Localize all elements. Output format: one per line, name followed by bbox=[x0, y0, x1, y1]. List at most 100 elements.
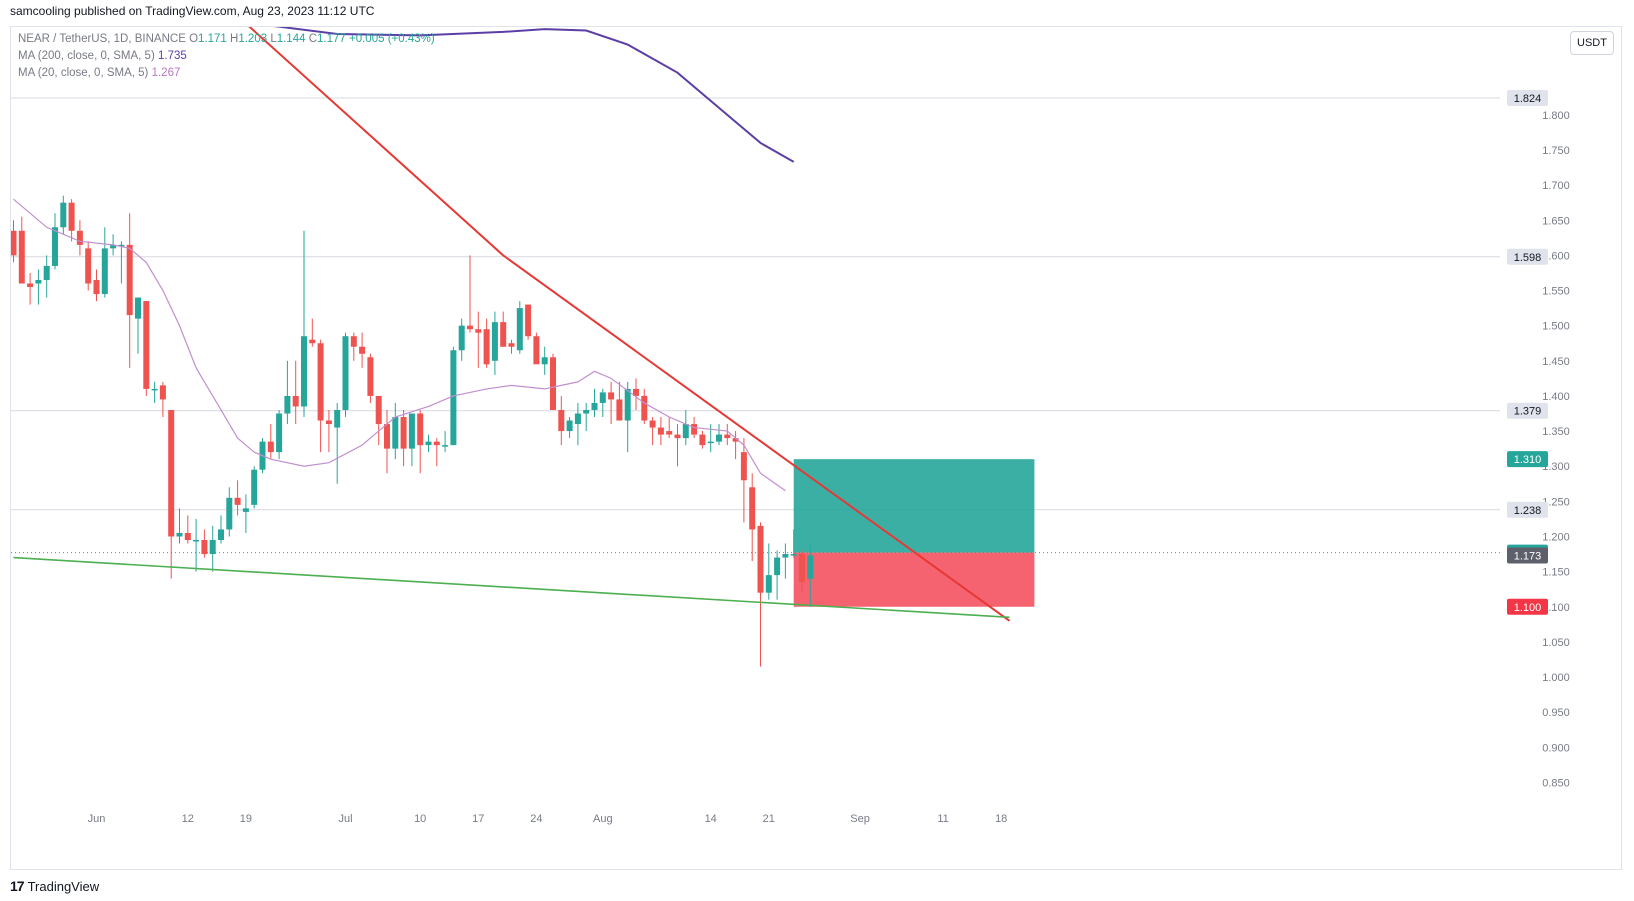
candle-body bbox=[525, 304, 532, 337]
candle-body bbox=[234, 497, 241, 505]
candle-body bbox=[93, 279, 100, 295]
y-tick-label: 1.000 bbox=[1542, 672, 1570, 684]
price-label-text: 1.173 bbox=[1514, 550, 1542, 562]
candle-body bbox=[450, 350, 457, 446]
ma20-legend[interactable]: MA (20, close, 0, SMA, 5) 1.267 bbox=[18, 67, 180, 79]
candle-body bbox=[467, 325, 473, 330]
candle-body bbox=[384, 424, 390, 449]
candle-body bbox=[35, 279, 42, 284]
candle-body bbox=[350, 336, 357, 347]
candle-body bbox=[325, 420, 332, 425]
candle-body bbox=[674, 434, 681, 439]
candle-body bbox=[483, 329, 490, 365]
y-tick-label: 1.100 bbox=[1542, 602, 1570, 614]
candle-body bbox=[27, 283, 34, 288]
price-label-text: 1.824 bbox=[1514, 93, 1542, 105]
candle-body bbox=[608, 392, 615, 400]
y-tick-label: 1.150 bbox=[1542, 567, 1570, 579]
price-label-text: 1.310 bbox=[1514, 454, 1542, 466]
candle-body bbox=[757, 525, 764, 593]
ma20-value: 1.267 bbox=[151, 67, 181, 79]
candle-body bbox=[209, 539, 216, 555]
price-label-box bbox=[1507, 89, 1548, 106]
candle-body bbox=[583, 409, 590, 414]
candle-body bbox=[425, 441, 432, 446]
y-tick-label: 1.600 bbox=[1542, 250, 1570, 262]
candle-body bbox=[774, 557, 781, 576]
candle-body bbox=[267, 441, 274, 453]
candle-body bbox=[616, 399, 623, 421]
x-tick-label: 12 bbox=[182, 813, 194, 825]
candle-body bbox=[599, 392, 606, 403]
open-label: O bbox=[189, 33, 199, 45]
candle-body bbox=[143, 301, 150, 389]
price-label-box bbox=[1507, 547, 1548, 564]
ma200-legend[interactable]: MA (200, close, 0, SMA, 5) 1.735 bbox=[18, 50, 187, 62]
candle-body bbox=[699, 434, 706, 446]
price-label-text: 1.100 bbox=[1514, 602, 1542, 614]
candle-body bbox=[218, 529, 224, 540]
candle-body bbox=[657, 427, 664, 435]
ma200-value: 1.735 bbox=[157, 50, 187, 62]
price-label-box bbox=[1507, 501, 1548, 518]
y-tick-label: 1.450 bbox=[1542, 356, 1570, 368]
high-value: 1.203 bbox=[238, 33, 268, 45]
candle-body bbox=[533, 336, 540, 365]
candle-body bbox=[707, 441, 714, 444]
candle-body bbox=[392, 417, 399, 449]
candle-body bbox=[799, 554, 805, 583]
candle-body bbox=[11, 230, 17, 256]
y-tick-label: 1.400 bbox=[1542, 391, 1570, 403]
published-line: samcooling published on TradingView.com,… bbox=[10, 4, 375, 18]
ma200-line bbox=[273, 27, 795, 163]
close-value: 1.177 bbox=[317, 33, 346, 45]
candle-body bbox=[716, 434, 722, 442]
candle-body bbox=[60, 202, 67, 228]
candle-body bbox=[732, 438, 739, 442]
candle-body bbox=[558, 409, 565, 432]
candle-body bbox=[85, 248, 92, 284]
y-tick-label: 1.700 bbox=[1542, 180, 1570, 192]
candle-body bbox=[666, 431, 673, 435]
y-tick-label: 1.750 bbox=[1542, 145, 1570, 157]
resistance-trendline bbox=[248, 27, 1011, 622]
candle-body bbox=[68, 202, 75, 231]
candle-body bbox=[782, 554, 789, 558]
candle-body bbox=[126, 244, 133, 316]
candle-body bbox=[508, 343, 515, 347]
x-tick-label: 21 bbox=[763, 813, 775, 825]
candle-body bbox=[682, 424, 689, 439]
high-label: H bbox=[230, 33, 239, 45]
open-value: 1.171 bbox=[198, 33, 227, 45]
candle-body bbox=[292, 395, 299, 407]
chart-frame bbox=[10, 26, 1622, 870]
candle-body bbox=[408, 413, 415, 449]
candle-body bbox=[159, 385, 166, 400]
y-tick-label: 1.250 bbox=[1542, 496, 1570, 508]
candle-body bbox=[184, 532, 191, 540]
candle-body bbox=[624, 388, 631, 421]
candle-body bbox=[649, 420, 656, 428]
candle-body bbox=[367, 357, 374, 396]
x-tick-label: 19 bbox=[240, 813, 252, 825]
x-tick-label: Jun bbox=[88, 813, 106, 825]
tradingview-logo-icon: 17 bbox=[10, 878, 25, 894]
y-tick-label: 1.650 bbox=[1542, 215, 1570, 227]
candle-body bbox=[76, 230, 83, 245]
profit-zone bbox=[793, 459, 1035, 553]
x-tick-label: Sep bbox=[850, 813, 870, 825]
currency-button[interactable]: USDT bbox=[1570, 31, 1614, 55]
candle-body bbox=[442, 445, 449, 447]
candle-body bbox=[417, 413, 424, 446]
candle-body bbox=[151, 388, 158, 391]
x-tick-label: 18 bbox=[995, 813, 1007, 825]
candle-body bbox=[400, 417, 407, 449]
y-tick-label: 0.850 bbox=[1542, 777, 1570, 789]
price-label-text: 1.598 bbox=[1514, 252, 1542, 264]
candle-body bbox=[168, 409, 175, 537]
candle-body bbox=[641, 395, 648, 421]
candle-body bbox=[193, 539, 200, 542]
tradingview-footer[interactable]: 17 TradingView bbox=[10, 878, 99, 894]
candle-body bbox=[724, 434, 731, 439]
